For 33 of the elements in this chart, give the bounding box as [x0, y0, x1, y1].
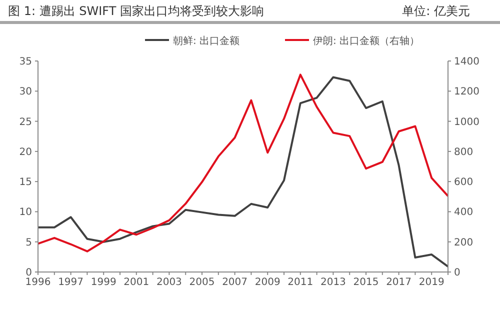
x-tick-label: 1997 — [58, 277, 84, 288]
x-tick-label: 2013 — [320, 277, 346, 288]
x-tick-label: 2005 — [189, 277, 215, 288]
x-tick-label: 2015 — [353, 277, 379, 288]
y2-tick-label: 600 — [454, 177, 474, 188]
x-tick-label: 2019 — [418, 277, 444, 288]
y2-tick-label: 0 — [454, 268, 460, 278]
y2-tick-label: 1000 — [454, 116, 480, 128]
y-tick-label: 10 — [19, 207, 32, 218]
y-tick-label: 0 — [26, 268, 32, 278]
y-tick-label: 30 — [19, 86, 32, 98]
y2-tick-label: 800 — [454, 146, 474, 158]
chart-title: 图 1: 遭踢出 SWIFT 国家出口均将受到较大影响 — [8, 4, 264, 18]
y2-tick-label: 200 — [454, 237, 474, 248]
x-tick-label: 2017 — [386, 277, 412, 288]
legend-label: 朝鲜: 出口金额 — [173, 35, 240, 47]
y-tick-label: 20 — [19, 146, 32, 158]
x-tick-label: 2011 — [288, 277, 314, 288]
y2-tick-label: 1400 — [454, 56, 480, 68]
legend-label: 伊朗: 出口金额（右轴） — [313, 35, 420, 47]
y2-tick-label: 1200 — [454, 86, 480, 98]
text: 单位: 亿美元 — [402, 4, 470, 18]
x-tick-label: 2001 — [124, 277, 150, 288]
x-tick-label: 1996 — [25, 277, 51, 288]
y-tick-label: 5 — [26, 237, 32, 248]
y2-tick-label: 400 — [454, 207, 474, 218]
x-tick-label: 2003 — [156, 277, 182, 288]
y-tick-label: 15 — [19, 177, 32, 188]
x-tick-label: 2009 — [254, 277, 280, 288]
x-tick-label: 2007 — [222, 277, 248, 288]
x-tick-label: 1999 — [90, 277, 116, 288]
y-tick-label: 35 — [19, 56, 32, 68]
y-tick-label: 25 — [19, 116, 32, 128]
